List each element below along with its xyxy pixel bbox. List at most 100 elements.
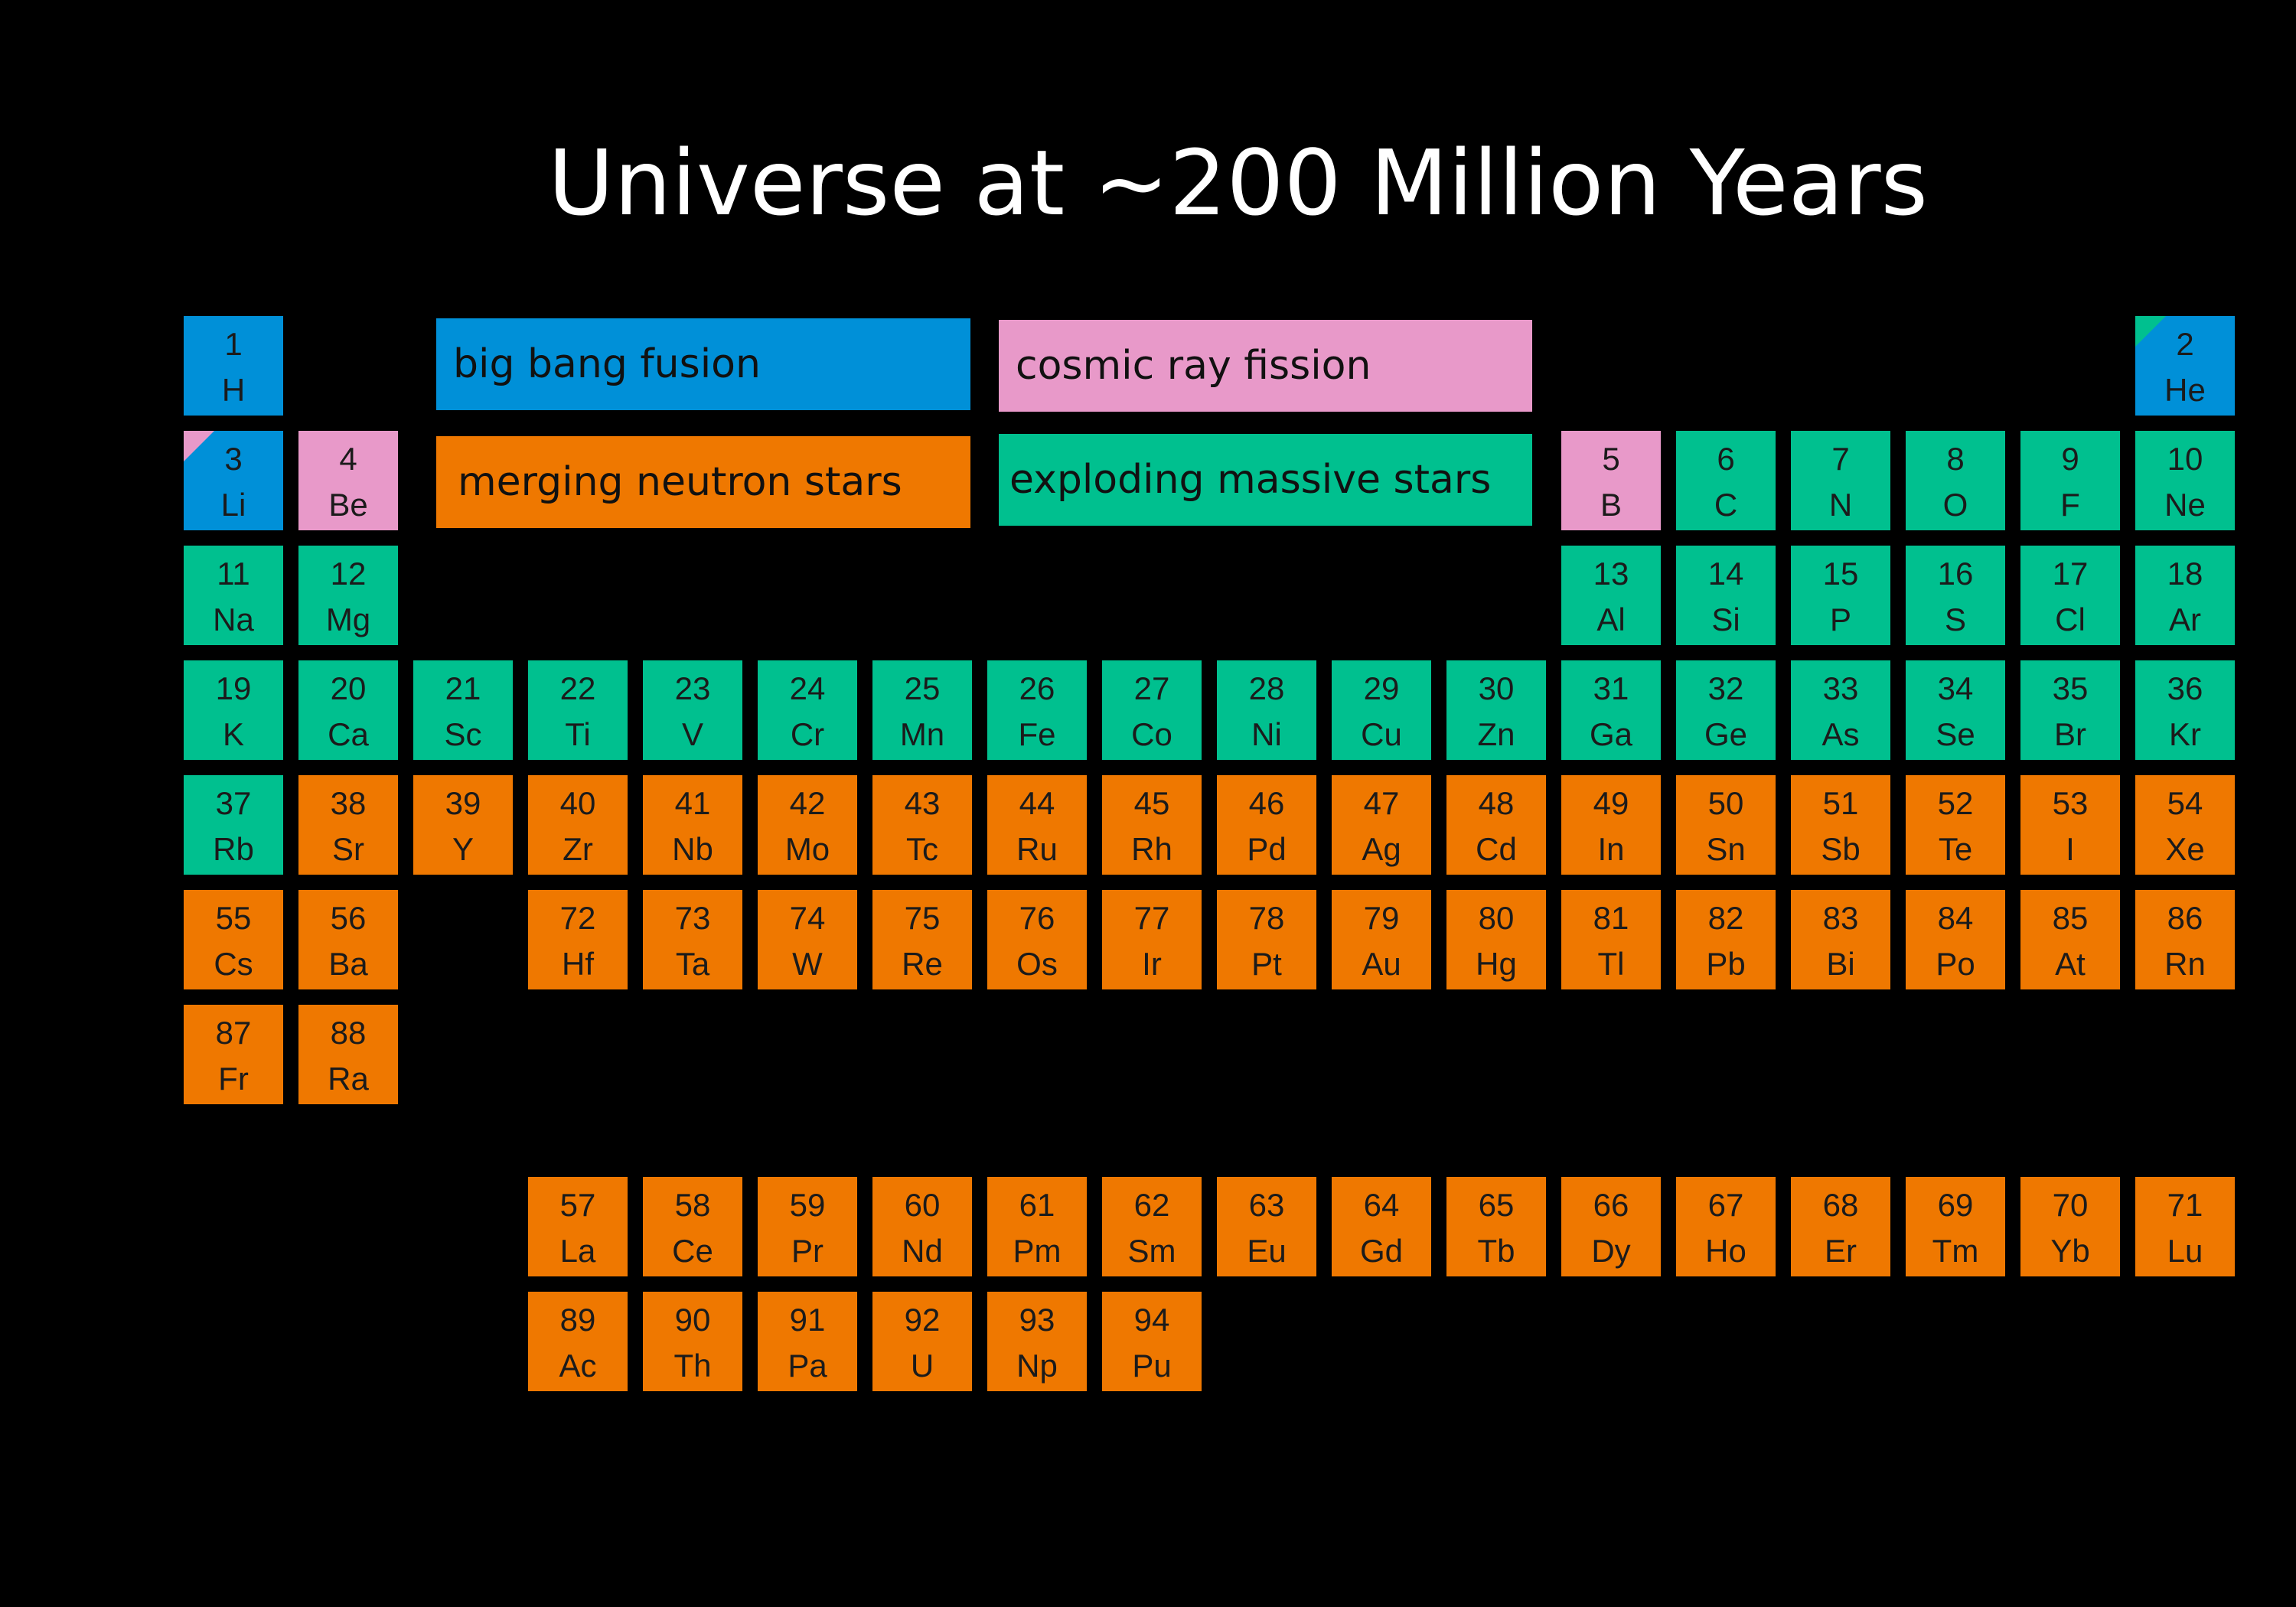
atomic-number: 59 [789, 1187, 826, 1223]
element-symbol: Ag [1362, 831, 1401, 867]
element-cell-tl: 81 Tl [1561, 890, 1661, 989]
element-symbol: Pu [1132, 1348, 1172, 1384]
element-cell-po: 84 Po [1906, 890, 2005, 989]
atomic-number: 15 [1822, 556, 1859, 592]
element-cell-v: 23 V [643, 660, 742, 760]
element-symbol: Nb [672, 831, 713, 867]
element-symbol: Ge [1704, 716, 1748, 752]
element-cell-ac: 89 Ac [528, 1292, 628, 1391]
element-cell-pd: 46 Pd [1217, 775, 1316, 875]
atomic-number: 31 [1593, 670, 1629, 706]
atomic-number: 88 [330, 1015, 367, 1051]
element-symbol: Y [452, 831, 474, 867]
atomic-number: 78 [1248, 900, 1285, 936]
element-symbol: Mg [325, 601, 371, 637]
atomic-number: 52 [1937, 785, 1974, 821]
element-symbol: Rb [213, 831, 254, 867]
element-cell-ag: 47 Ag [1332, 775, 1431, 875]
element-cell-ti: 22 Ti [528, 660, 628, 760]
atomic-number: 17 [2052, 556, 2089, 592]
element-symbol: Ti [565, 716, 591, 752]
element-symbol: Pt [1251, 946, 1282, 982]
legend-merging-neutron-stars: merging neutron stars [436, 436, 970, 528]
atomic-number: 76 [1019, 900, 1055, 936]
element-cell-br: 35 Br [2020, 660, 2120, 760]
element-cell-re: 75 Re [872, 890, 972, 989]
element-symbol: Er [1825, 1233, 1857, 1269]
element-symbol: S [1944, 601, 1966, 637]
element-cell-cl: 17 Cl [2020, 546, 2120, 645]
element-symbol: Te [1938, 831, 1973, 867]
atomic-number: 68 [1822, 1187, 1859, 1223]
element-symbol: Ra [328, 1061, 369, 1097]
element-symbol: Au [1362, 946, 1401, 982]
element-cell-rh: 45 Rh [1102, 775, 1202, 875]
atomic-number: 94 [1133, 1302, 1170, 1338]
element-cell-kr: 36 Kr [2135, 660, 2235, 760]
element-symbol: Cs [214, 946, 253, 982]
element-cell-na: 11 Na [184, 546, 283, 645]
atomic-number: 39 [445, 785, 481, 821]
element-cell-ru: 44 Ru [987, 775, 1087, 875]
element-cell-ce: 58 Ce [643, 1177, 742, 1276]
element-cell-ra: 88 Ra [298, 1005, 398, 1104]
atomic-number: 43 [904, 785, 941, 821]
atomic-number: 12 [330, 556, 367, 592]
element-cell-as: 33 As [1791, 660, 1890, 760]
element-symbol: Rh [1131, 831, 1172, 867]
element-symbol: Th [673, 1348, 712, 1384]
element-cell-fr: 87 Fr [184, 1005, 283, 1104]
element-symbol: Os [1016, 946, 1058, 982]
element-symbol: V [681, 716, 703, 752]
element-symbol: B [1600, 487, 1622, 523]
element-cell-tb: 65 Tb [1446, 1177, 1546, 1276]
element-cell-os: 76 Os [987, 890, 1087, 989]
element-symbol: Sc [444, 716, 482, 752]
atomic-number: 4 [339, 441, 357, 477]
atomic-number: 48 [1478, 785, 1515, 821]
element-cell-pu: 94 Pu [1102, 1292, 1202, 1391]
atomic-number: 6 [1717, 441, 1735, 477]
element-cell-lu: 71 Lu [2135, 1177, 2235, 1276]
element-symbol: Re [902, 946, 943, 982]
element-symbol: Nd [902, 1233, 943, 1269]
element-symbol: Sm [1127, 1233, 1176, 1269]
element-cell-dy: 66 Dy [1561, 1177, 1661, 1276]
atomic-number: 50 [1707, 785, 1744, 821]
element-cell-sr: 38 Sr [298, 775, 398, 875]
atomic-number: 9 [2061, 441, 2079, 477]
element-cell-mn: 25 Mn [872, 660, 972, 760]
atomic-number: 60 [904, 1187, 941, 1223]
element-cell-he: 2 He [2135, 316, 2235, 416]
element-symbol: Co [1131, 716, 1172, 752]
atomic-number: 35 [2052, 670, 2089, 706]
atomic-number: 62 [1133, 1187, 1170, 1223]
element-cell-zr: 40 Zr [528, 775, 628, 875]
element-symbol: La [559, 1233, 596, 1269]
atomic-number: 41 [674, 785, 711, 821]
element-cell-np: 93 Np [987, 1292, 1087, 1391]
atomic-number: 70 [2052, 1187, 2089, 1223]
element-symbol: Pr [791, 1233, 823, 1269]
atomic-number: 5 [1602, 441, 1620, 477]
atomic-number: 28 [1248, 670, 1285, 706]
element-symbol: Fr [218, 1061, 249, 1097]
element-cell-si: 14 Si [1676, 546, 1776, 645]
element-cell-ho: 67 Ho [1676, 1177, 1776, 1276]
element-symbol: Xe [2165, 831, 2205, 867]
element-cell-mo: 42 Mo [758, 775, 857, 875]
element-cell-ir: 77 Ir [1102, 890, 1202, 989]
atomic-number: 75 [904, 900, 941, 936]
atomic-number: 8 [1946, 441, 1965, 477]
element-cell-sc: 21 Sc [413, 660, 513, 760]
atomic-number: 87 [215, 1015, 252, 1051]
element-cell-li: 3 Li [184, 431, 283, 530]
element-symbol: Rn [2164, 946, 2206, 982]
atomic-number: 45 [1133, 785, 1170, 821]
atomic-number: 77 [1133, 900, 1170, 936]
element-symbol: Ho [1705, 1233, 1746, 1269]
element-symbol: W [792, 946, 823, 982]
element-cell-sn: 50 Sn [1676, 775, 1776, 875]
